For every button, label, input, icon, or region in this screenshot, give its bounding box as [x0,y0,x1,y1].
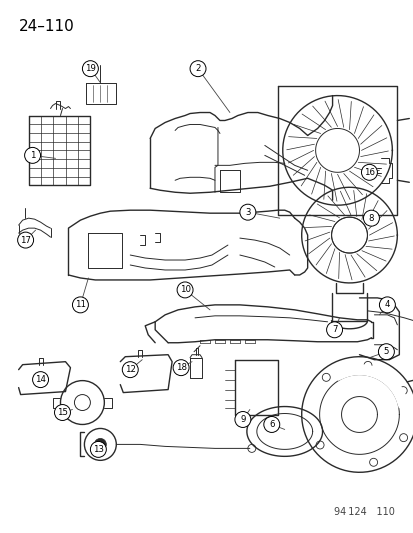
Text: 5: 5 [383,347,388,356]
Circle shape [239,204,255,220]
Circle shape [55,405,70,421]
Circle shape [315,441,323,449]
Circle shape [24,148,40,163]
Text: 3: 3 [244,208,250,217]
Text: 1: 1 [30,151,35,160]
Text: 17: 17 [20,236,31,245]
Circle shape [190,61,206,77]
Circle shape [72,297,88,313]
Text: 18: 18 [175,363,186,372]
Text: 11: 11 [75,301,86,309]
Circle shape [247,445,255,453]
Text: 7: 7 [331,325,337,334]
Circle shape [263,416,279,432]
Text: 15: 15 [57,408,68,417]
Text: 4: 4 [384,301,389,309]
Text: 2: 2 [195,64,200,73]
Text: 8: 8 [368,214,373,223]
Circle shape [378,297,394,313]
Circle shape [122,362,138,377]
Circle shape [363,361,371,369]
Circle shape [84,429,116,461]
Circle shape [398,386,406,394]
Circle shape [361,164,377,180]
Circle shape [321,373,330,381]
Circle shape [33,372,48,387]
Text: 19: 19 [85,64,95,73]
Circle shape [399,434,407,442]
Circle shape [74,394,90,410]
Circle shape [234,411,250,427]
Circle shape [94,439,106,450]
Text: 6: 6 [268,420,274,429]
Text: 12: 12 [124,365,135,374]
Circle shape [173,360,189,376]
Circle shape [326,322,342,338]
Circle shape [177,282,192,298]
Circle shape [82,61,98,77]
Circle shape [60,381,104,424]
Text: 13: 13 [93,445,104,454]
Text: 14: 14 [35,375,46,384]
Text: 24–110: 24–110 [19,19,74,34]
Circle shape [369,458,377,466]
Text: 94 124 110: 94 124 110 [334,507,394,517]
Text: 10: 10 [179,285,190,294]
Circle shape [377,344,394,360]
Circle shape [90,441,106,457]
Circle shape [363,210,378,226]
Text: 9: 9 [240,415,245,424]
Circle shape [18,232,33,248]
Text: 16: 16 [363,168,374,177]
